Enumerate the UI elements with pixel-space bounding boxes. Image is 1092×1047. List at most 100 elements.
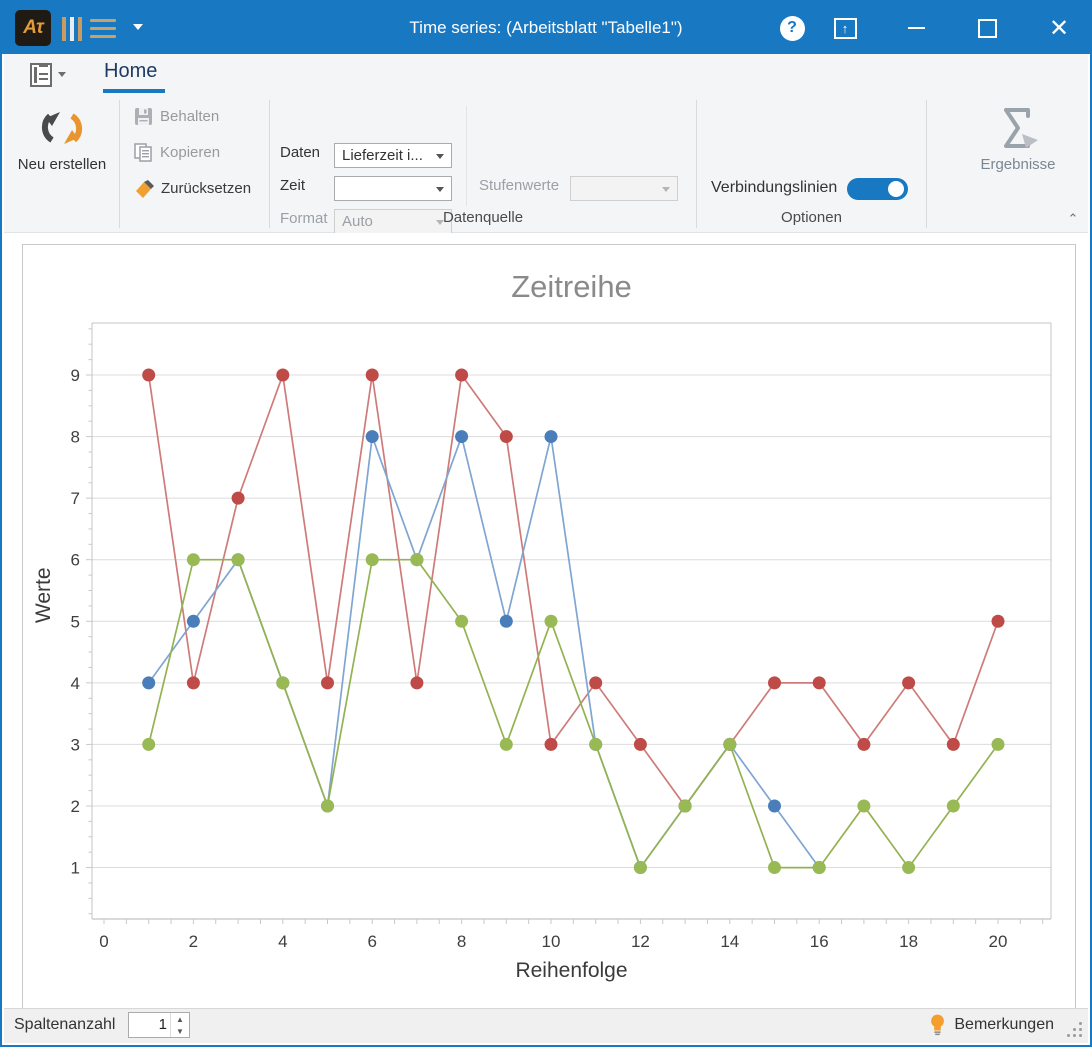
daten-label: Daten xyxy=(280,144,321,161)
stufenwerte-row: Stufenwerte xyxy=(479,177,559,194)
eraser-icon xyxy=(136,179,154,198)
svg-text:10: 10 xyxy=(542,932,561,951)
stufenwerte-label: Stufenwerte xyxy=(479,177,560,194)
spaltenanzahl-value: 1 xyxy=(158,1016,167,1033)
svg-text:16: 16 xyxy=(810,932,829,951)
pin-window-button[interactable]: ↑ xyxy=(817,2,873,54)
spaltenanzahl-spinner[interactable]: 1 ▲ ▼ xyxy=(128,1012,190,1038)
svg-text:2: 2 xyxy=(189,932,198,951)
svg-text:4: 4 xyxy=(278,932,287,951)
keep-button: Behalten xyxy=(134,102,219,130)
save-icon xyxy=(135,107,152,125)
chevron-down-icon xyxy=(436,220,444,225)
resize-grip[interactable] xyxy=(1067,1022,1082,1037)
svg-text:7: 7 xyxy=(71,489,80,508)
svg-text:3: 3 xyxy=(71,735,80,754)
help-icon: ? xyxy=(779,15,805,41)
chevron-down-icon xyxy=(436,154,444,159)
lightbulb-icon xyxy=(931,1014,945,1036)
titlebar: Aτ Time series: (Arbeitsblatt "Tabelle1"… xyxy=(2,2,1090,54)
group-label-optionen: Optionen xyxy=(781,209,842,226)
help-button[interactable]: ? xyxy=(764,2,820,54)
svg-text:12: 12 xyxy=(631,932,650,951)
spinner-up-icon[interactable]: ▲ xyxy=(176,1014,184,1024)
daten-row: Daten xyxy=(280,144,320,161)
report-icon xyxy=(30,63,52,87)
new-report-button[interactable]: Neu erstellen xyxy=(6,96,118,226)
chevron-down-icon xyxy=(58,72,66,77)
collapse-ribbon-button[interactable]: ⌃ xyxy=(1067,211,1079,226)
qat-dropdown-icon[interactable] xyxy=(133,24,143,30)
quick-access-bars-icon[interactable] xyxy=(62,17,84,41)
svg-text:8: 8 xyxy=(457,932,466,951)
svg-text:0: 0 xyxy=(99,932,108,951)
minimize-button[interactable] xyxy=(888,2,944,54)
format-row: Format xyxy=(280,210,328,227)
time-series-chart: 0 2 4 6 8 10 12 14 16 18 20123456789ZeitreiheReihe… xyxy=(32,269,1052,982)
format-value: Auto xyxy=(342,213,373,230)
ergebnisse-button: Ergebnisse xyxy=(962,96,1074,226)
zeit-combobox[interactable] xyxy=(334,176,452,201)
svg-text:9: 9 xyxy=(71,366,80,385)
spinner-down-icon[interactable]: ▼ xyxy=(176,1026,184,1036)
ribbon: Home Neu erstellen xyxy=(4,54,1088,234)
daten-value: Lieferzeit i... xyxy=(342,147,423,164)
ribbon-separator xyxy=(119,100,120,228)
svg-text:Reihenfolge: Reihenfolge xyxy=(515,959,627,982)
svg-text:Zeitreihe: Zeitreihe xyxy=(511,269,632,304)
pin-window-icon: ↑ xyxy=(833,17,857,39)
svg-text:20: 20 xyxy=(989,932,1008,951)
tab-home-underline xyxy=(103,89,165,93)
minimize-icon xyxy=(907,27,925,29)
copy-label: Kopieren xyxy=(160,143,221,161)
svg-text:1: 1 xyxy=(71,859,80,878)
ribbon-separator xyxy=(269,100,270,228)
tab-home[interactable]: Home xyxy=(104,60,158,82)
zeit-row: Zeit xyxy=(280,177,305,194)
svg-text:4: 4 xyxy=(71,674,80,693)
copy-icon xyxy=(134,142,152,162)
bemerkungen-button[interactable]: Bemerkungen xyxy=(930,1014,1054,1036)
daten-combobox[interactable]: Lieferzeit i... xyxy=(334,143,452,168)
app-logo-icon[interactable]: Aτ xyxy=(15,10,51,46)
group-label-datenquelle: Datenquelle xyxy=(442,209,524,226)
refresh-arrows-icon xyxy=(38,104,86,152)
verbindungslinien-label: Verbindungslinien xyxy=(711,179,838,196)
svg-text:5: 5 xyxy=(71,612,80,631)
close-button[interactable]: ✕ xyxy=(1031,2,1087,54)
new-report-label: Neu erstellen xyxy=(17,156,107,173)
verbindungslinien-toggle[interactable] xyxy=(847,178,908,200)
close-icon: ✕ xyxy=(1048,14,1070,42)
svg-text:2: 2 xyxy=(71,797,80,816)
svg-text:6: 6 xyxy=(367,932,376,951)
keep-label: Behalten xyxy=(160,107,220,125)
stufenwerte-combobox xyxy=(570,176,678,201)
sigma-icon xyxy=(994,104,1042,152)
chevron-down-icon xyxy=(436,187,444,192)
bemerkungen-label: Bemerkungen xyxy=(954,1016,1054,1033)
ribbon-separator xyxy=(926,100,927,228)
menu-hamburger-icon[interactable] xyxy=(90,19,116,39)
format-label: Format xyxy=(280,210,328,227)
svg-text:14: 14 xyxy=(720,932,739,951)
spaltenanzahl-label: Spaltenanzahl xyxy=(14,1016,116,1033)
zeit-label: Zeit xyxy=(280,177,306,194)
report-area: 0 2 4 6 8 10 12 14 16 18 20 1 2 3 4 5 6 7 8 9 Zeitreihe Reihe… xyxy=(4,233,1088,1012)
report-menu-button[interactable] xyxy=(30,63,66,89)
verbindungslinien-row: Verbindungslinien xyxy=(711,179,837,197)
ribbon-separator xyxy=(696,100,697,228)
svg-text:6: 6 xyxy=(71,551,80,570)
maximize-button[interactable] xyxy=(959,2,1015,54)
statusbar: Spaltenanzahl 1 ▲ ▼ Bemerkungen xyxy=(4,1008,1088,1043)
maximize-icon xyxy=(977,18,997,38)
toggle-knob xyxy=(888,181,904,197)
svg-text:8: 8 xyxy=(71,428,80,447)
chart-card: 0 2 4 6 8 10 12 14 16 18 20 1 2 3 4 5 6 7 8 9 Zeitreihe Reihe… xyxy=(22,244,1076,1012)
ergebnisse-label: Ergebnisse xyxy=(980,156,1056,173)
reset-label: Zurücksetzen xyxy=(161,179,252,197)
svg-text:Werte: Werte xyxy=(32,567,55,623)
chevron-down-icon xyxy=(662,187,670,192)
reset-button[interactable]: Zurücksetzen xyxy=(134,174,251,202)
group-inner-separator xyxy=(466,106,467,206)
